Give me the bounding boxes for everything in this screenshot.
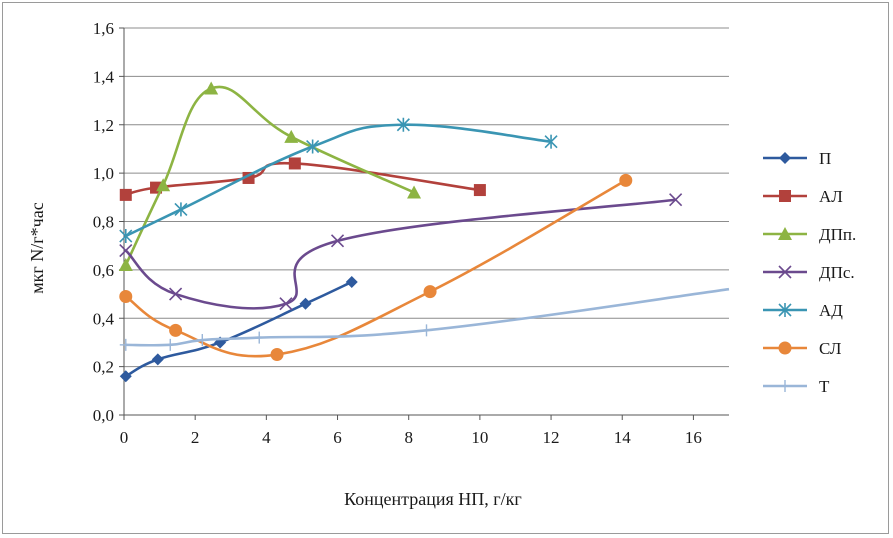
legend-entry: АЛ <box>763 187 843 206</box>
x-tick-label: 0 <box>120 428 129 447</box>
legend-label: Т <box>819 377 830 396</box>
series-6 <box>119 173 633 362</box>
data-point <box>306 139 320 154</box>
x-tick-labels: 0 2 4 6 8 10 12 14 16 <box>120 428 702 447</box>
data-point <box>204 81 219 95</box>
legend-label: ДПс. <box>819 263 855 282</box>
x-tick-label: 2 <box>191 428 200 447</box>
data-point <box>151 353 164 366</box>
data-point <box>119 289 133 303</box>
series-line <box>125 287 730 347</box>
grid-lines <box>124 27 729 368</box>
legend-entry: СЛ <box>763 339 842 358</box>
legend-marker <box>778 303 792 317</box>
data-point <box>169 323 183 337</box>
data-point <box>156 178 171 192</box>
y-tick-label: 1,6 <box>93 19 114 38</box>
plot-area <box>118 81 730 383</box>
legend-entry: П <box>763 149 831 168</box>
series-line <box>125 123 552 238</box>
data-point <box>284 129 299 143</box>
series-line <box>125 179 627 358</box>
legend-label: АЛ <box>819 187 843 206</box>
legend-label: СЛ <box>819 339 842 358</box>
data-point <box>420 324 433 337</box>
data-point <box>330 234 345 248</box>
series-2 <box>119 157 486 201</box>
x-tick-label: 10 <box>471 428 488 447</box>
legend-marker <box>779 190 791 202</box>
x-tick-label: 16 <box>685 428 702 447</box>
legend-label: ДПп. <box>819 225 856 244</box>
y-tick-label: 1,0 <box>93 164 114 183</box>
series-line <box>124 85 415 266</box>
x-tick-label: 12 <box>543 428 560 447</box>
data-point <box>174 202 188 217</box>
x-tick-label: 6 <box>333 428 342 447</box>
legend-label: П <box>819 149 831 168</box>
legend-entry: Т <box>763 377 830 396</box>
y-tick-labels: 0,0 0,2 0,4 0,6 0,8 1,0 1,2 1,4 1,6 <box>93 19 115 425</box>
data-point <box>544 134 558 149</box>
data-point <box>407 185 422 199</box>
y-tick-label: 1,2 <box>93 116 114 135</box>
y-tick-label: 1,4 <box>93 67 115 86</box>
y-tick-label: 0,4 <box>93 309 115 328</box>
data-point <box>396 117 410 132</box>
chart-svg: 0,0 0,2 0,4 0,6 0,8 1,0 1,2 1,4 1,6 0 2 4 6 8 10 12 14 1… <box>27 19 856 509</box>
legend: П АЛ ДПп. ДПс. АД СЛ Т <box>763 149 856 396</box>
legend-entry: ДПп. <box>763 225 856 244</box>
series-5 <box>119 117 558 244</box>
legend-marker <box>779 380 791 392</box>
series-7 <box>119 287 730 351</box>
data-point <box>299 297 312 310</box>
data-point <box>164 338 177 351</box>
y-tick-label: 0,2 <box>93 358 114 377</box>
data-point <box>279 297 293 311</box>
y-tick-label: 0,8 <box>93 213 114 232</box>
data-point <box>345 275 358 288</box>
legend-entry: АД <box>763 301 843 320</box>
legend-marker <box>778 227 792 240</box>
x-tick-label: 8 <box>404 428 413 447</box>
data-point <box>473 184 486 197</box>
data-point <box>619 173 633 187</box>
data-point <box>270 348 284 362</box>
series-4 <box>119 193 683 311</box>
data-point <box>119 338 132 351</box>
legend-entry: ДПс. <box>763 263 855 282</box>
data-point <box>119 229 133 244</box>
y-tick-label: 0,0 <box>93 406 114 425</box>
series-3 <box>118 81 422 272</box>
y-axis-label: мкг N/г*час <box>27 202 47 293</box>
data-point <box>118 258 133 272</box>
data-point <box>119 188 132 201</box>
series-line <box>124 198 676 310</box>
legend-marker <box>778 265 792 279</box>
legend-marker <box>778 341 792 355</box>
data-point <box>169 287 183 301</box>
data-point <box>119 243 133 258</box>
y-tick-label: 0,6 <box>93 261 114 280</box>
data-point <box>669 193 683 207</box>
legend-marker <box>779 152 791 164</box>
data-point <box>119 370 132 383</box>
series-line <box>125 161 481 197</box>
data-point <box>253 331 266 344</box>
data-point <box>288 157 301 170</box>
data-point <box>196 334 209 347</box>
data-point <box>423 285 437 299</box>
x-axis-label: Концентрация НП, г/кг <box>344 489 522 509</box>
legend-label: АД <box>819 301 843 320</box>
x-tick-label: 4 <box>262 428 271 447</box>
x-tick-label: 14 <box>614 428 632 447</box>
